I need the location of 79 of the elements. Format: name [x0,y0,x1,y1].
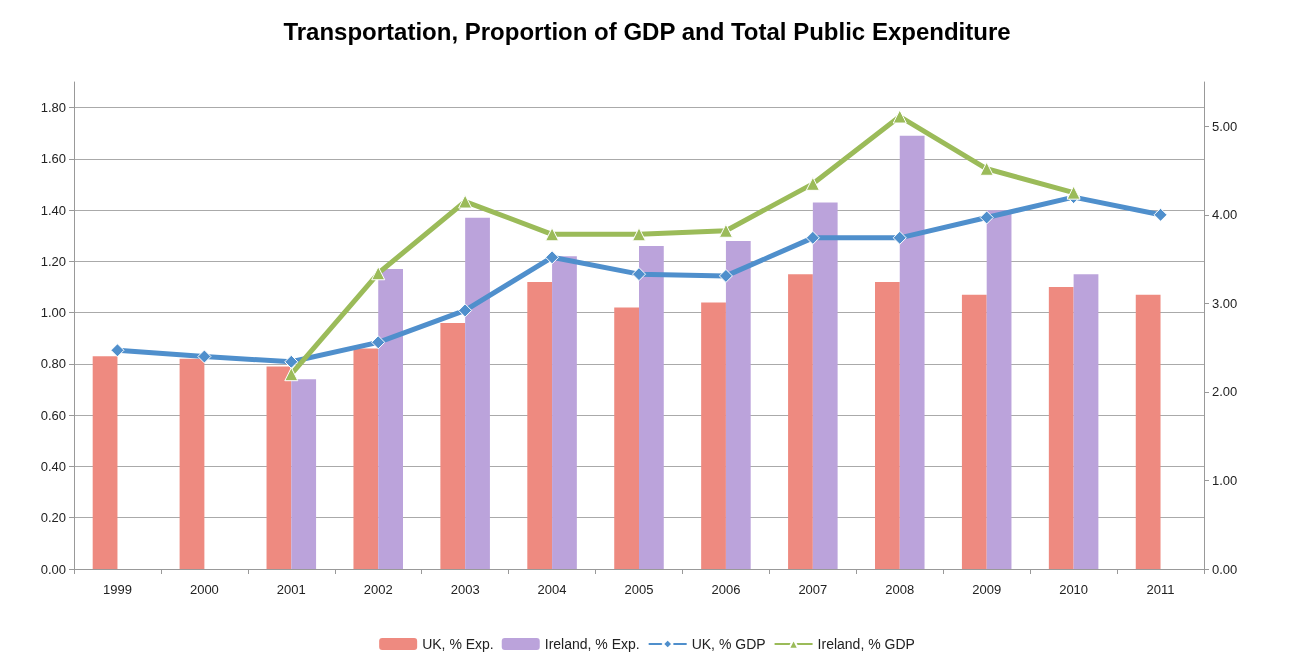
y-tick-label: 0.60 [40,407,66,423]
y-tick-label: 1.60 [40,151,66,167]
point [718,223,733,238]
point [110,343,125,358]
point [545,250,560,265]
bar [701,302,726,569]
point [805,230,820,245]
x-tick-label: 2003 [450,582,480,597]
y2-tick-label: 3.00 [1212,295,1238,311]
point [979,161,994,176]
y2-tick-label: 4.00 [1212,207,1238,223]
bar [353,348,379,569]
bar [266,366,292,569]
point [1153,207,1168,222]
bar [639,246,664,569]
y-tick-label: 1.80 [40,100,66,116]
point [458,194,473,209]
y-tick-label: 1.40 [40,202,66,218]
point [284,354,299,369]
bar [1048,287,1074,569]
y-tick-label: 0.40 [40,458,66,474]
x-tick-label: 2009 [972,582,1002,597]
bar [961,294,987,569]
x-tick-label: 2005 [624,582,654,597]
bar [725,240,751,569]
bar [899,135,925,569]
y-tick-label: 0.80 [40,356,66,372]
bar [614,307,639,569]
x-tick-label: 2011 [1146,582,1175,597]
y2-tick-label: 5.00 [1212,118,1238,134]
x-tick-label: 1999 [103,582,132,597]
bar [1073,274,1099,569]
bar [378,269,403,569]
y-tick-label: 1.00 [40,305,66,321]
bar [291,379,317,569]
x-tick-label: 2007 [798,582,828,597]
point [1066,185,1081,200]
y-tick-label: 0.00 [40,561,66,577]
legend-label: Ireland, % GDP [817,636,915,652]
bar [788,274,813,569]
point [632,227,646,242]
point [197,349,212,364]
bar [986,210,1012,569]
point [371,335,386,350]
bar [440,322,466,569]
point [545,227,560,242]
point [892,230,907,245]
point [718,268,733,283]
bar [179,358,205,569]
point [805,176,820,191]
bar [465,217,490,569]
point [284,367,299,382]
bar [552,256,577,569]
bar [92,356,118,569]
y2-tick-label: 0.00 [1212,561,1238,577]
bar [527,281,553,569]
x-tick-label: 2010 [1059,582,1089,597]
y-tick-label: 0.20 [40,510,66,526]
x-tick-label: 2006 [711,582,741,597]
y-tick-label: 1.20 [40,253,66,269]
point [458,303,473,318]
legend-label: UK, % GDP [691,636,766,652]
point [979,210,994,225]
point [892,109,907,124]
bar [812,202,838,569]
chart-title: Transportation, Proportion of GDP and Total Public Expenditure [283,17,1011,45]
y2-tick-label: 2.00 [1212,384,1238,400]
x-tick-label: 2008 [885,582,915,597]
bar [1135,294,1161,569]
x-tick-label: 2000 [189,582,219,597]
legend-label: Ireland, % Exp. [544,636,640,652]
x-tick-label: 2001 [276,582,306,597]
x-tick-label: 2004 [537,582,567,597]
bar [875,281,900,569]
legend-label: UK, % Exp. [422,636,494,652]
x-tick-label: 2002 [363,582,393,597]
point [371,266,386,281]
point [632,267,646,282]
y2-tick-label: 1.00 [1212,472,1238,488]
